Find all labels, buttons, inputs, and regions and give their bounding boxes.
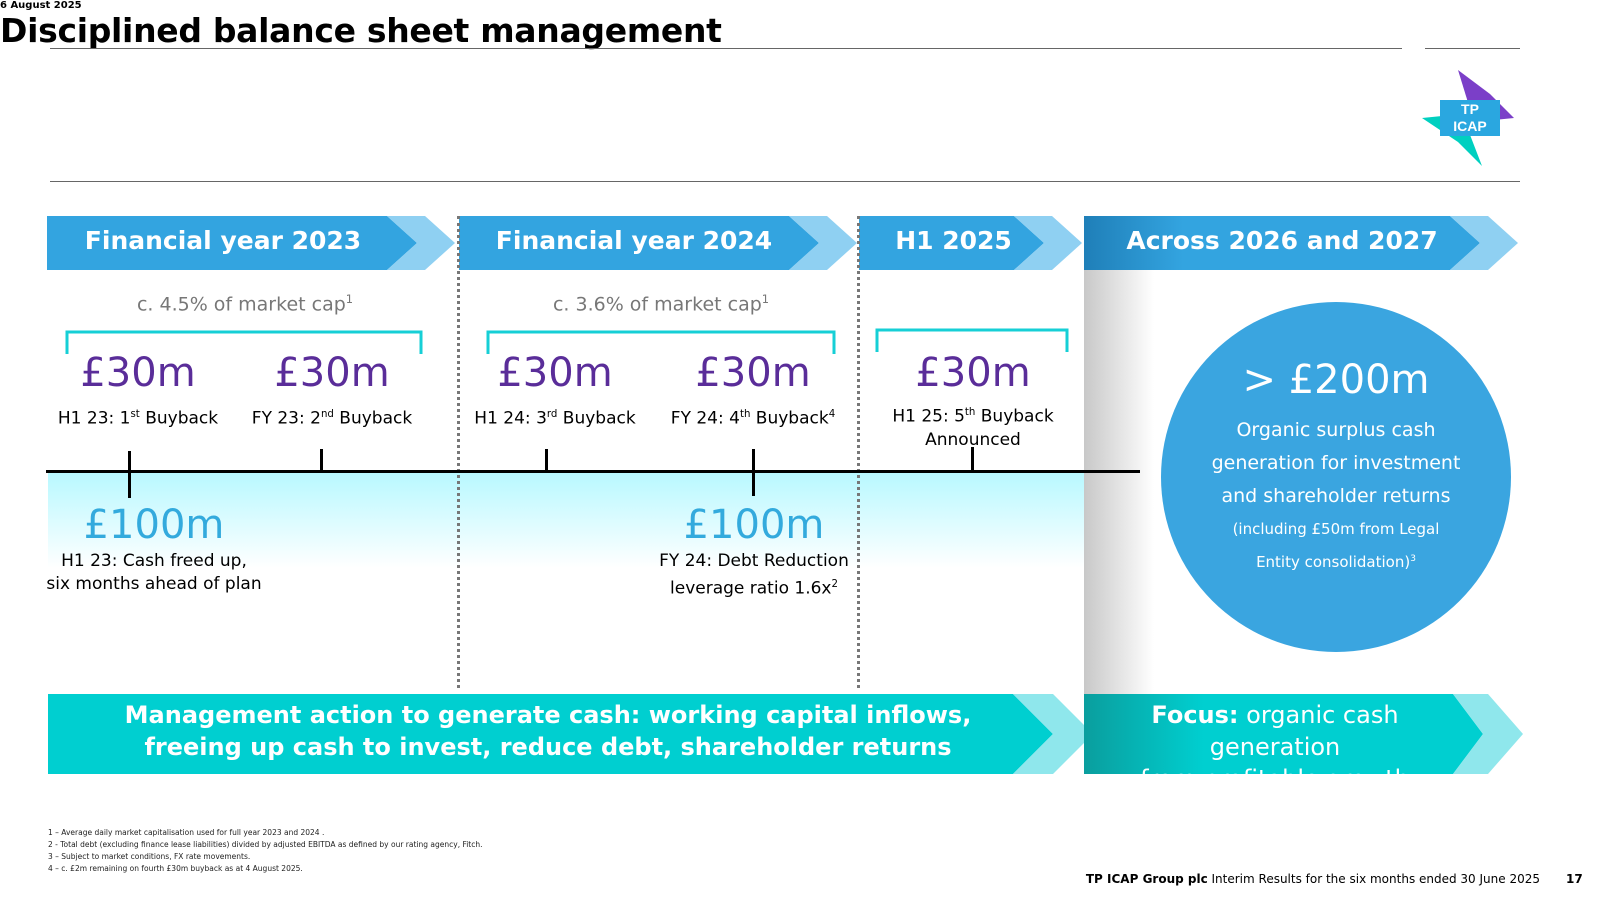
cash-event-label: FY 24: Debt Reduction leverage ratio 1.6x… [659, 551, 849, 599]
page-title: Disciplined balance sheet management [0, 11, 722, 50]
summary-banner: Management action to generate cash: work… [48, 694, 1558, 793]
timeline-axis [46, 470, 1140, 473]
period-label: H1 2025 [895, 226, 1012, 255]
separator-fy24-h125 [857, 216, 860, 688]
footnote: 4 – c. £2m remaining on fourth £30m buyb… [48, 864, 303, 873]
footnote: 2 - Total debt (excluding finance lease … [48, 840, 483, 849]
footnote: 3 – Subject to market conditions, FX rat… [48, 852, 251, 861]
buyback-label: FY 24: 4th Buyback4 [670, 408, 836, 429]
buyback-amount: £30m [274, 350, 390, 396]
timeline-tick [320, 449, 323, 471]
timeline-band [48, 473, 1084, 568]
buyback-amount: £30m [695, 350, 811, 396]
period-header-h125: H1 2025 [859, 216, 1084, 270]
bracket-fy24 [486, 330, 836, 354]
top-rule [50, 48, 1402, 49]
market-cap-fy24: c. 3.6% of market cap1 [552, 292, 770, 316]
buyback-label: H1 25: 5th Buyback Announced [892, 406, 1054, 450]
future-shade [1084, 270, 1154, 694]
svg-text:ICAP: ICAP [1453, 118, 1486, 134]
top-rule-right [1425, 48, 1520, 49]
period-header-fy23: Financial year 2023 [47, 216, 459, 270]
title-rule [50, 181, 1520, 182]
separator-fy23-fy24 [457, 216, 460, 688]
footer-report: TP ICAP Group plc Interim Results for th… [1085, 872, 1540, 886]
outlook-amount: > £200m [1242, 357, 1430, 403]
outlook-circle: > £200m Organic surplus cash generation … [1161, 302, 1511, 652]
date-label: 6 August 2025 [0, 0, 82, 11]
period-label: Financial year 2023 [84, 226, 362, 255]
buyback-amount: £30m [80, 350, 196, 396]
svg-text:TP: TP [1461, 101, 1479, 117]
timeline-tick [128, 451, 131, 498]
period-label: Across 2026 and 2027 [1126, 226, 1438, 255]
buyback-amount: £30m [497, 350, 613, 396]
outlook-note: (including £50m from Legal Entity consol… [1232, 520, 1440, 571]
timeline-tick [752, 449, 755, 496]
page-number: 17 [1566, 872, 1583, 886]
bracket-fy23 [65, 330, 423, 354]
footnote: 1 – Average daily market capitalisation … [48, 828, 325, 837]
cash-event-label: H1 23: Cash freed up, six months ahead of… [46, 551, 262, 594]
buyback-label: FY 23: 2nd Buyback [251, 408, 413, 429]
cash-event-amount: £100m [83, 502, 225, 548]
buyback-amount: £30m [915, 350, 1031, 396]
period-header-2026-27: Across 2026 and 2027 [1084, 216, 1520, 270]
timeline-tick [545, 449, 548, 471]
timeline-tick [971, 447, 974, 471]
market-cap-fy23: c. 4.5% of market cap1 [136, 292, 354, 316]
outlook-text: Organic surplus cash generation for inve… [1211, 419, 1461, 507]
banner-right-text: Focus: organic cash generation from prof… [1140, 701, 1410, 793]
period-label: Financial year 2024 [495, 226, 773, 255]
bracket-h125 [875, 328, 1069, 352]
period-header-fy24: Financial year 2024 [459, 216, 859, 270]
tp-icap-logo: TP ICAP [1422, 70, 1518, 166]
buyback-label: H1 23: 1st Buyback [57, 408, 219, 429]
banner-left-text: Management action to generate cash: work… [124, 701, 972, 761]
cash-event-amount: £100m [683, 502, 825, 548]
buyback-label: H1 24: 3rd Buyback [474, 408, 636, 429]
